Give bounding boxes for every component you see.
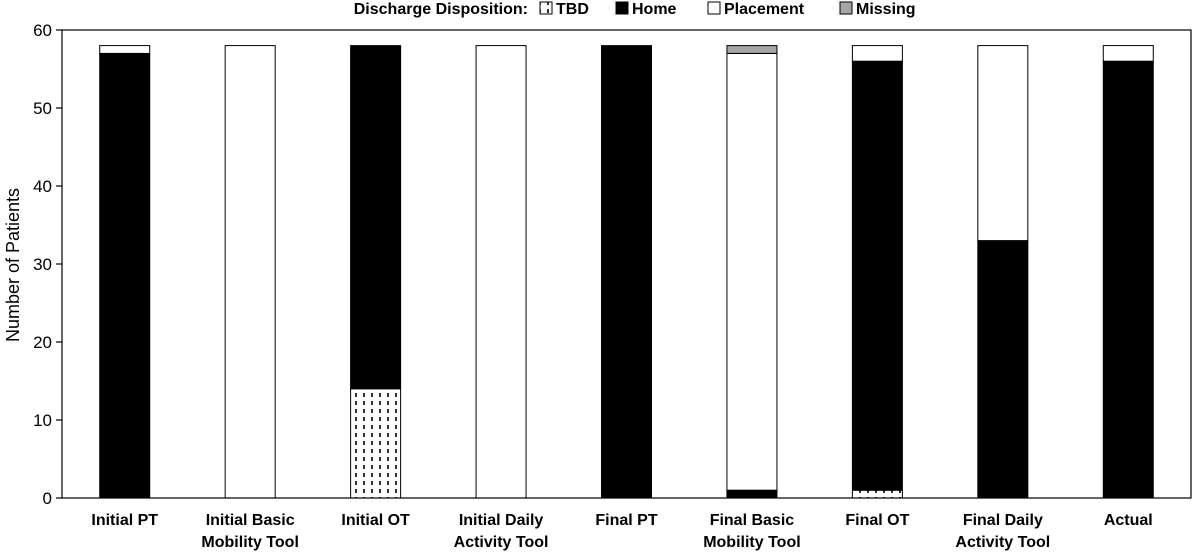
legend-swatch-missing [839,1,853,15]
legend-label-placement: Placement [724,1,805,18]
x-tick-label: Mobility Tool [201,534,298,551]
x-tick-label: Activity Tool [454,534,549,551]
y-tick-label: 10 [33,411,52,430]
y-tick-label: 50 [33,99,52,118]
bar-segment-placement [99,45,151,54]
legend-title: Discharge Disposition: [354,1,528,18]
legend: Discharge Disposition: TBD Home Placement M… [354,1,916,18]
bar-segment-placement [726,52,778,491]
x-tick-label: Initial PT [91,512,158,529]
bars [99,45,1154,499]
x-tick-label: Final Daily [963,512,1043,529]
y-axis: 0 10 20 30 40 50 60 [33,21,62,508]
bar-segment-tbd [851,489,903,499]
bar-segment-placement [475,45,527,499]
bar-segment-placement [224,45,276,499]
y-tick-label: 30 [33,255,52,274]
bar-segment-home [1102,60,1154,499]
legend-swatch-tbd [539,1,553,15]
y-tick-label: 40 [33,177,52,196]
x-tick-label: Activity Tool [955,534,1050,551]
x-tick-label: Mobility Tool [703,534,800,551]
legend-swatch-home [615,1,629,15]
bar-segment-home [601,45,652,499]
legend-label-tbd: TBD [556,1,589,18]
x-axis: Initial PT Initial Basic Mobility Tool Init… [91,512,1152,551]
bar-segment-home [851,60,903,491]
x-tick-label: Final OT [845,512,909,529]
x-tick-label: Initial OT [341,512,410,529]
x-tick-label: Initial Daily [459,512,544,529]
x-tick-label: Initial Basic [206,512,295,529]
y-tick-label: 60 [33,21,52,40]
y-tick-label: 20 [33,333,52,352]
bar-segment-tbd [350,388,402,499]
bar-segment-missing [726,45,778,54]
plot-area-frame [61,29,1192,499]
legend-label-missing: Missing [856,1,916,18]
y-tick-label: 0 [43,489,52,508]
bar-segment-home [350,45,402,390]
legend-label-home: Home [632,1,677,18]
x-tick-label: Final Basic [710,512,795,529]
bar-segment-home [977,240,1029,499]
bar-segment-placement [851,45,903,62]
legend-swatch-placement [707,1,721,15]
bar-segment-placement [977,45,1029,242]
bar-segment-home [99,52,151,499]
bar-segment-placement [1102,45,1154,62]
x-tick-label: Final PT [595,512,657,529]
y-axis-label: Number of Patients [3,188,23,342]
bar-segment-home [726,489,778,499]
x-tick-label: Actual [1104,512,1153,529]
